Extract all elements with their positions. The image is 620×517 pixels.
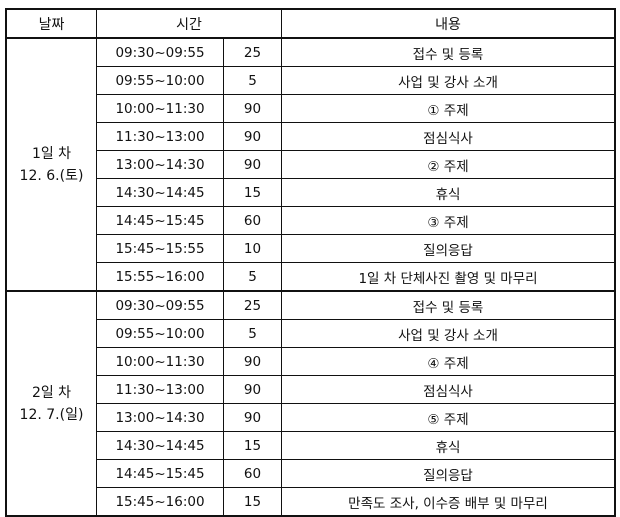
content-cell: 접수 및 등록	[281, 290, 616, 320]
minutes-cell: 60	[223, 459, 282, 488]
time-cell: 14:30~14:45	[96, 178, 224, 207]
time-cell: 14:45~15:45	[96, 206, 224, 235]
time-cell: 15:45~16:00	[96, 487, 224, 517]
content-cell: 만족도 조사, 이수증 배부 및 마무리	[281, 487, 616, 517]
time-cell: 10:00~11:30	[96, 347, 224, 376]
table-row: 11:30~13:00 90 점심식사	[6, 375, 616, 404]
day-cell: 1일 차 12. 6.(토)	[5, 37, 97, 292]
time-cell: 09:30~09:55	[96, 37, 224, 67]
minutes-cell: 90	[223, 94, 282, 123]
minutes-cell: 60	[223, 206, 282, 235]
table-row: 15:45~16:00 15 만족도 조사, 이수증 배부 및 마무리	[6, 487, 616, 517]
day-label: 1일 차	[31, 145, 72, 162]
content-cell: 휴식	[281, 431, 616, 460]
time-cell: 13:00~14:30	[96, 150, 224, 179]
content-cell: 점심식사	[281, 122, 616, 151]
minutes-cell: 5	[223, 262, 282, 292]
table-row: 10:00~11:30 90 ④ 주제	[6, 347, 616, 376]
minutes-cell: 90	[223, 347, 282, 376]
time-cell: 10:00~11:30	[96, 94, 224, 123]
content-cell: 질의응답	[281, 459, 616, 488]
time-cell: 09:55~10:00	[96, 66, 224, 95]
content-cell: 휴식	[281, 178, 616, 207]
content-cell: 사업 및 강사 소개	[281, 319, 616, 348]
time-cell: 15:45~15:55	[96, 234, 224, 263]
minutes-cell: 90	[223, 122, 282, 151]
table-row: 10:00~11:30 90 ① 주제	[6, 94, 616, 123]
time-cell: 11:30~13:00	[96, 375, 224, 404]
table-row: 13:00~14:30 90 ② 주제	[6, 150, 616, 179]
time-cell: 15:55~16:00	[96, 262, 224, 292]
minutes-cell: 15	[223, 178, 282, 207]
minutes-cell: 15	[223, 487, 282, 517]
table-row: 14:30~14:45 15 휴식	[6, 178, 616, 207]
content-cell: 사업 및 강사 소개	[281, 66, 616, 95]
minutes-cell: 90	[223, 375, 282, 404]
minutes-cell: 25	[223, 290, 282, 320]
minutes-cell: 15	[223, 431, 282, 460]
minutes-cell: 90	[223, 403, 282, 432]
minutes-cell: 10	[223, 234, 282, 263]
table-row: 15:45~15:55 10 질의응답	[6, 234, 616, 263]
time-cell: 09:30~09:55	[96, 290, 224, 320]
minutes-cell: 90	[223, 150, 282, 179]
time-cell: 14:45~15:45	[96, 459, 224, 488]
content-cell: 질의응답	[281, 234, 616, 263]
schedule-table: 날짜 시간 내용 1일 차 12. 6.(토) 09:30~09:55 25 접수 및 …	[5, 8, 616, 517]
table-row: 1일 차 12. 6.(토) 09:30~09:55 25 접수 및 등록	[5, 37, 616, 292]
table-row: 15:55~16:00 5 1일 차 단체사진 촬영 및 마무리	[6, 262, 616, 292]
time-cell: 11:30~13:00	[96, 122, 224, 151]
content-cell: ③ 주제	[281, 206, 616, 235]
day-date: 12. 7.(일)	[19, 406, 84, 423]
table-row: 09:55~10:00 5 사업 및 강사 소개	[6, 319, 616, 348]
time-cell: 09:55~10:00	[96, 319, 224, 348]
content-cell: 점심식사	[281, 375, 616, 404]
content-cell: ② 주제	[281, 150, 616, 179]
table-row: 13:00~14:30 90 ⑤ 주제	[6, 403, 616, 432]
time-cell: 13:00~14:30	[96, 403, 224, 432]
day-label: 2일 차	[31, 384, 72, 401]
header-date: 날짜	[5, 8, 97, 39]
minutes-cell: 5	[223, 319, 282, 348]
table-row: 14:45~15:45 60 ③ 주제	[6, 206, 616, 235]
content-cell: 접수 및 등록	[281, 37, 616, 67]
content-cell: ⑤ 주제	[281, 403, 616, 432]
content-cell: ① 주제	[281, 94, 616, 123]
minutes-cell: 25	[223, 37, 282, 67]
day-cell: 2일 차 12. 7.(일)	[5, 290, 97, 517]
day-date: 12. 6.(토)	[19, 167, 84, 184]
minutes-cell: 5	[223, 66, 282, 95]
table-row: 11:30~13:00 90 점심식사	[6, 122, 616, 151]
time-cell: 14:30~14:45	[96, 431, 224, 460]
table-row: 14:45~15:45 60 질의응답	[6, 459, 616, 488]
header-time: 시간	[96, 8, 282, 39]
content-cell: ④ 주제	[281, 347, 616, 376]
header-row: 날짜 시간 내용	[5, 8, 616, 39]
header-content: 내용	[281, 8, 616, 39]
table-row: 14:30~14:45 15 휴식	[6, 431, 616, 460]
content-cell: 1일 차 단체사진 촬영 및 마무리	[281, 262, 616, 292]
table-row: 2일 차 12. 7.(일) 09:30~09:55 25 접수 및 등록	[5, 290, 616, 517]
table-row: 09:55~10:00 5 사업 및 강사 소개	[6, 66, 616, 95]
